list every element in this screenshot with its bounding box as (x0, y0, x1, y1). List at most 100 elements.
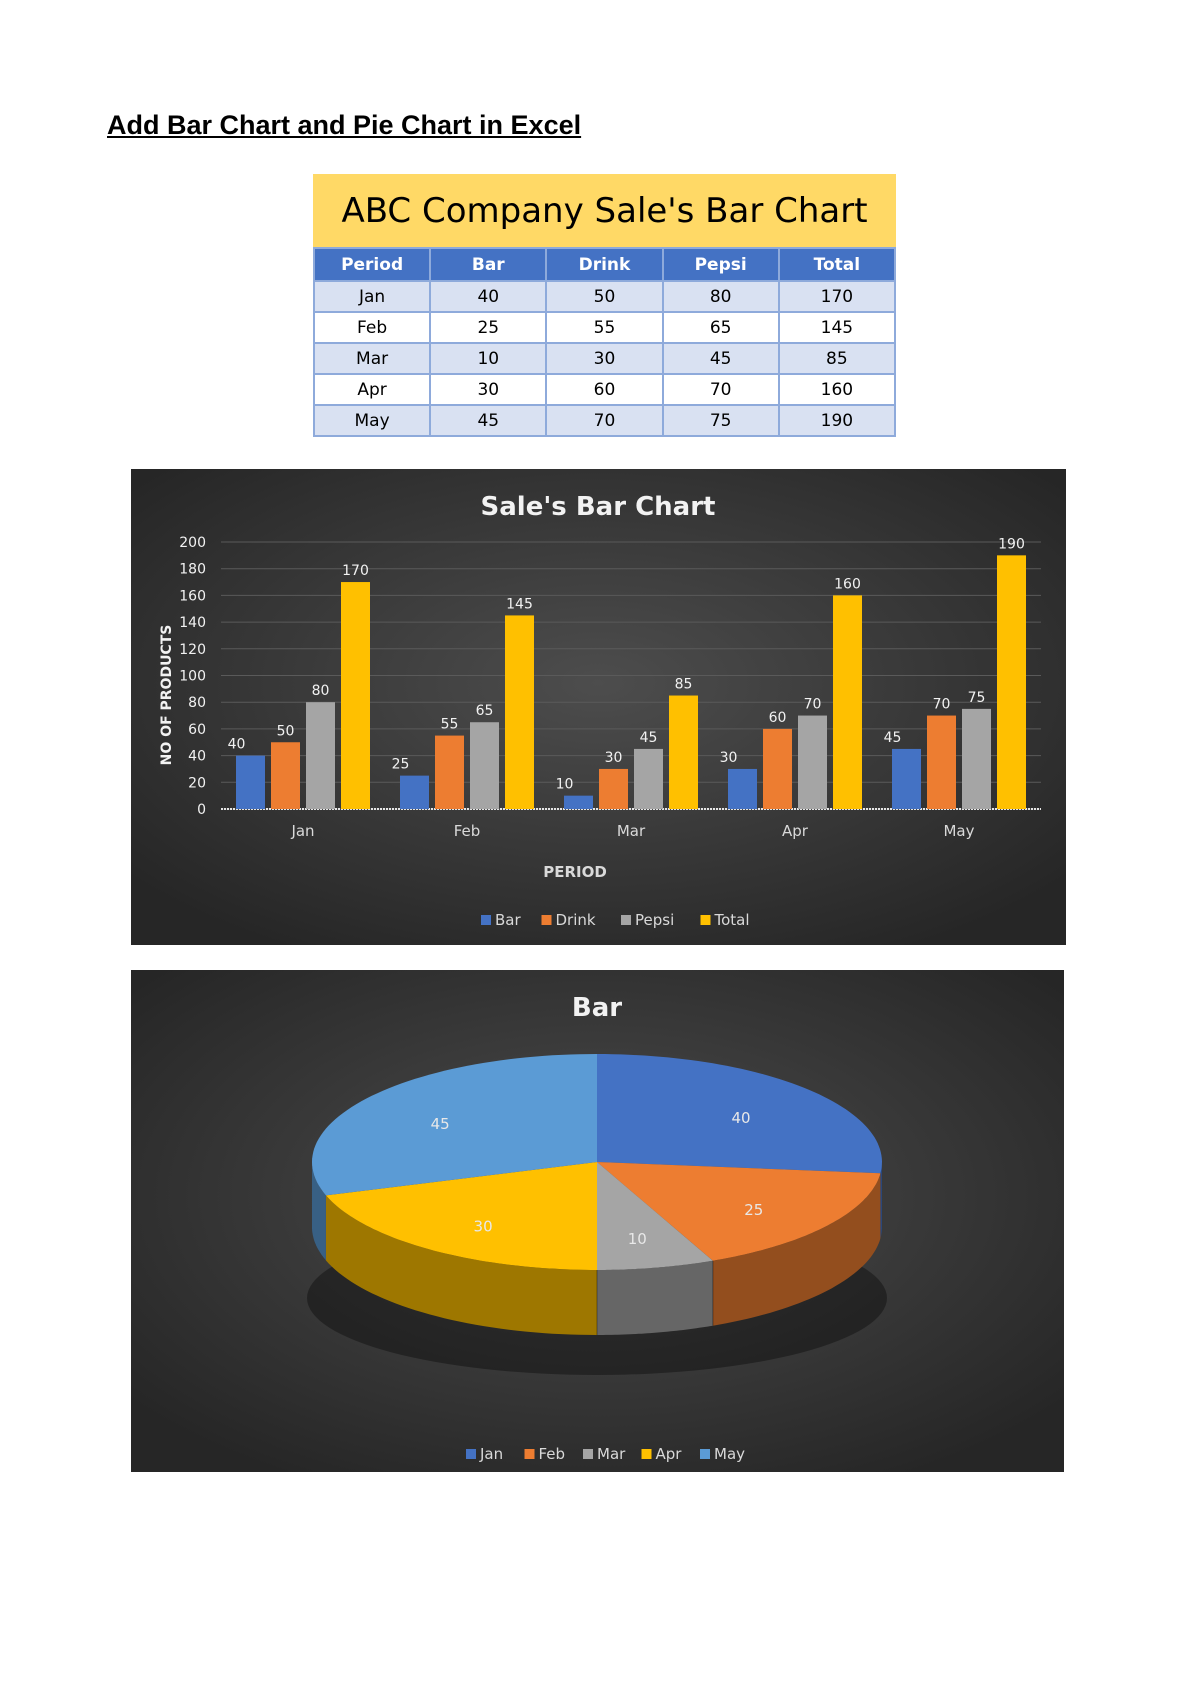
pie-data-label: 25 (744, 1201, 763, 1219)
x-tick-label: Mar (617, 822, 646, 840)
pie-slice-feb (597, 1162, 881, 1261)
table-cell: Jan (312, 280, 432, 313)
table-cell: 85 (777, 342, 897, 375)
data-label: 65 (476, 703, 494, 719)
bar-drink-mar (599, 768, 628, 809)
x-tick-label: Feb (454, 822, 481, 840)
bar-drink-may (927, 715, 956, 809)
pie-data-label: 40 (731, 1109, 750, 1127)
data-label: 75 (968, 690, 986, 706)
header-total: Total (777, 247, 897, 282)
data-label: 45 (640, 730, 658, 746)
table-title: ABC Company Sale's Bar Chart (313, 174, 896, 247)
data-label: 45 (884, 730, 902, 746)
bar-total-jan (341, 582, 370, 809)
bar-bar-jan (236, 755, 265, 809)
legend-swatch (621, 915, 631, 925)
table-cell: 50 (545, 280, 664, 313)
y-tick-label: 60 (188, 722, 206, 738)
chart-title: Sale's Bar Chart (481, 492, 716, 522)
bar-pepsi-may (962, 708, 991, 809)
data-label: 55 (441, 717, 459, 733)
table-row: Jan 40 50 80 170 (312, 280, 897, 313)
legend-swatch (641, 1449, 652, 1459)
data-label: 25 (392, 757, 410, 773)
bar-pepsi-feb (470, 722, 499, 809)
y-tick-label: 40 (188, 749, 206, 765)
table-cell: 160 (777, 373, 897, 406)
sales-data-table: ABC Company Sale's Bar Chart Period Bar … (312, 174, 897, 437)
legend-item-jan: Jan (479, 1445, 503, 1463)
data-label: 190 (998, 536, 1025, 552)
bar-total-mar (669, 695, 698, 809)
header-bar: Bar (429, 247, 548, 282)
pie-slice-apr (325, 1162, 597, 1270)
bar-total-may (997, 555, 1026, 809)
legend-swatch (524, 1449, 535, 1459)
legend-swatch (481, 915, 491, 925)
legend-item-drink: Drink (556, 911, 596, 929)
table-cell: Mar (312, 342, 432, 375)
pie-slice-may (312, 1054, 597, 1196)
pie-side-jan (880, 1162, 882, 1239)
table-cell: 10 (429, 342, 548, 375)
bar-chart-svg: Sale's Bar Chart 0 20 40 60 80 100 120 140 160 18… (131, 469, 1066, 945)
data-label: 70 (804, 697, 822, 713)
table-cell: 40 (429, 280, 548, 313)
page-heading: Add Bar Chart and Pie Chart in Excel (107, 110, 582, 140)
table-cell: 60 (545, 373, 664, 406)
data-label: 145 (506, 596, 533, 612)
x-tick-label: Apr (782, 822, 809, 840)
table-cell: 80 (661, 280, 780, 313)
table-cell: May (312, 404, 432, 437)
data-label: 60 (769, 710, 787, 726)
table-cell: 45 (661, 342, 780, 375)
bar-chart: Sale's Bar Chart 0 20 40 60 80 100 120 140 160 18… (131, 469, 1066, 945)
legend-item-apr: Apr (656, 1445, 683, 1463)
legend-item-pepsi: Pepsi (635, 911, 674, 929)
legend-item-bar: Bar (495, 911, 521, 929)
y-tick-label: 180 (179, 562, 206, 578)
legend-swatch (541, 915, 552, 925)
legend-swatch (700, 1449, 710, 1459)
bar-bar-apr (728, 768, 757, 809)
bar-total-apr (833, 595, 862, 809)
table-cell: Feb (312, 311, 432, 344)
table-row: Feb 25 55 65 145 (312, 311, 897, 344)
table-cell: 75 (661, 404, 780, 437)
data-label: 160 (834, 576, 861, 592)
legend-item-total: Total (714, 911, 750, 929)
chart-title: Bar (572, 993, 622, 1023)
legend-item-mar: Mar (597, 1445, 626, 1463)
bar-pepsi-mar (634, 748, 663, 809)
bar-drink-jan (271, 742, 300, 809)
table-header-row: Period Bar Drink Pepsi Total (312, 247, 897, 282)
table-cell: 190 (777, 404, 897, 437)
bar-drink-apr (763, 728, 792, 809)
legend-swatch (466, 1449, 476, 1459)
table-cell: 145 (777, 311, 897, 344)
table-cell: 30 (545, 342, 664, 375)
table-cell: Apr (312, 373, 432, 406)
pie-data-label: 10 (628, 1230, 647, 1248)
table-cell: 55 (545, 311, 664, 344)
pie-side-mar (597, 1260, 713, 1335)
header-drink: Drink (545, 247, 664, 282)
y-axis-label: NO OF PRODUCTS (159, 625, 175, 766)
pie-data-label: 30 (474, 1217, 493, 1235)
pie-data-label: 45 (431, 1115, 450, 1133)
table-row: May 45 70 75 190 (312, 404, 897, 437)
table-cell: 30 (429, 373, 548, 406)
y-tick-label: 80 (188, 695, 206, 711)
data-label: 30 (720, 750, 738, 766)
pie-slice-jan (597, 1054, 882, 1174)
bar-pepsi-jan (306, 702, 335, 809)
y-tick-label: 140 (179, 615, 206, 631)
sales-table: Period Bar Drink Pepsi Total Jan 40 50 8… (312, 247, 897, 437)
x-tick-label: May (943, 822, 974, 840)
bar-bar-mar (564, 795, 593, 809)
y-tick-label: 120 (179, 642, 206, 658)
pie-chart-svg: Bar 40 25 10 30 45 Jan Feb Mar Apr May (131, 970, 1064, 1472)
table-cell: 70 (661, 373, 780, 406)
data-label: 50 (277, 723, 295, 739)
